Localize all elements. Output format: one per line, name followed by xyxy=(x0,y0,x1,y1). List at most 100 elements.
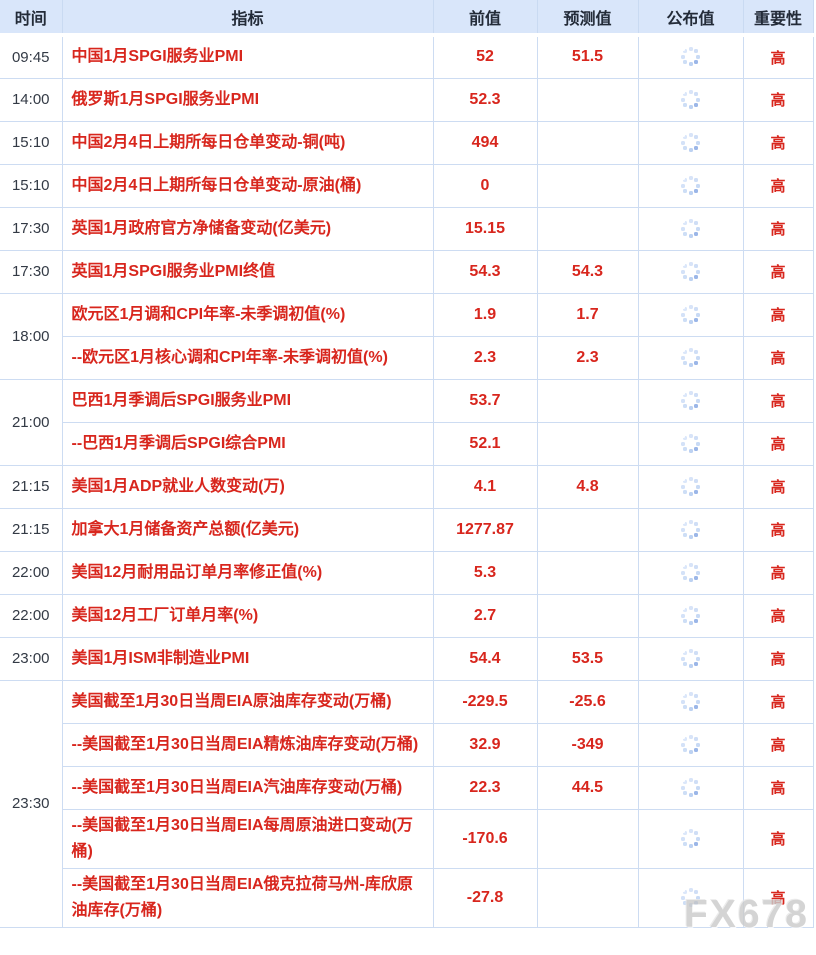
published-value-cell xyxy=(638,78,744,122)
forecast-value: 1.7 xyxy=(537,293,639,337)
forecast-value: 44.5 xyxy=(537,766,639,810)
indicator-link[interactable]: 中国1月SPGI服务业PMI xyxy=(62,35,434,79)
published-value-cell xyxy=(638,164,744,208)
event-time: 15:10 xyxy=(0,121,63,165)
importance-badge: 高 xyxy=(743,508,814,552)
table-row: 17:30 英国1月SPGI服务业PMI终值 54.3 54.3 高 xyxy=(0,250,814,294)
indicator-link[interactable]: 加拿大1月储备资产总额(亿美元) xyxy=(62,508,434,552)
previous-value: 1.9 xyxy=(433,293,538,337)
importance-badge: 高 xyxy=(743,164,814,208)
column-header-forecast: 预测值 xyxy=(537,0,639,37)
published-value-cell xyxy=(638,422,744,466)
loading-spinner-icon xyxy=(681,778,701,798)
event-time: 22:00 xyxy=(0,551,63,595)
indicator-link[interactable]: 英国1月政府官方净储备变动(亿美元) xyxy=(62,207,434,251)
indicator-link[interactable]: 美国12月耐用品订单月率修正值(%) xyxy=(62,551,434,595)
indicator-link[interactable]: 俄罗斯1月SPGI服务业PMI xyxy=(62,78,434,122)
importance-badge: 高 xyxy=(743,868,814,928)
loading-spinner-icon xyxy=(681,888,701,908)
column-header-importance: 重要性 xyxy=(743,0,814,37)
table-row: 23:00 美国1月ISM非制造业PMI 54.4 53.5 高 xyxy=(0,637,814,681)
importance-badge: 高 xyxy=(743,723,814,767)
indicator-link[interactable]: --美国截至1月30日当周EIA汽油库存变动(万桶) xyxy=(62,766,434,810)
forecast-value xyxy=(537,422,639,466)
indicator-link[interactable]: --美国截至1月30日当周EIA精炼油库存变动(万桶) xyxy=(62,723,434,767)
table-row: --美国截至1月30日当周EIA精炼油库存变动(万桶) 32.9 -349 高 xyxy=(0,723,814,767)
previous-value: 494 xyxy=(433,121,538,165)
indicator-link[interactable]: 美国截至1月30日当周EIA原油库存变动(万桶) xyxy=(62,680,434,724)
forecast-value: 2.3 xyxy=(537,336,639,380)
indicator-link[interactable]: --美国截至1月30日当周EIA每周原油进口变动(万桶) xyxy=(62,809,434,869)
column-header-published: 公布值 xyxy=(638,0,744,37)
published-value-cell xyxy=(638,379,744,423)
event-time-group: 21:00 xyxy=(0,379,63,466)
forecast-value xyxy=(537,164,639,208)
event-time: 21:15 xyxy=(0,465,63,509)
published-value-cell xyxy=(638,723,744,767)
published-value-cell xyxy=(638,336,744,380)
published-value-cell xyxy=(638,293,744,337)
indicator-link[interactable]: --美国截至1月30日当周EIA俄克拉荷马州-库欣原油库存(万桶) xyxy=(62,868,434,928)
loading-spinner-icon xyxy=(681,434,701,454)
previous-value: 52.3 xyxy=(433,78,538,122)
published-value-cell xyxy=(638,680,744,724)
importance-badge: 高 xyxy=(743,35,814,79)
previous-value: 32.9 xyxy=(433,723,538,767)
table-row: --美国截至1月30日当周EIA汽油库存变动(万桶) 22.3 44.5 高 xyxy=(0,766,814,810)
forecast-value: -25.6 xyxy=(537,680,639,724)
importance-badge: 高 xyxy=(743,336,814,380)
event-time: 17:30 xyxy=(0,207,63,251)
event-time: 09:45 xyxy=(0,35,63,79)
loading-spinner-icon xyxy=(681,47,701,67)
indicator-link[interactable]: --欧元区1月核心调和CPI年率-未季调初值(%) xyxy=(62,336,434,380)
importance-badge: 高 xyxy=(743,78,814,122)
table-row: 17:30 英国1月政府官方净储备变动(亿美元) 15.15 高 xyxy=(0,207,814,251)
table-row: --巴西1月季调后SPGI综合PMI 52.1 高 xyxy=(0,422,814,466)
loading-spinner-icon xyxy=(681,262,701,282)
indicator-link[interactable]: 美国1月ADP就业人数变动(万) xyxy=(62,465,434,509)
forecast-value: 54.3 xyxy=(537,250,639,294)
importance-badge: 高 xyxy=(743,207,814,251)
indicator-link[interactable]: 中国2月4日上期所每日仓单变动-铜(吨) xyxy=(62,121,434,165)
indicator-link[interactable]: 英国1月SPGI服务业PMI终值 xyxy=(62,250,434,294)
published-value-cell xyxy=(638,121,744,165)
indicator-link[interactable]: 中国2月4日上期所每日仓单变动-原油(桶) xyxy=(62,164,434,208)
previous-value: 54.4 xyxy=(433,637,538,681)
published-value-cell xyxy=(638,551,744,595)
loading-spinner-icon xyxy=(681,735,701,755)
published-value-cell xyxy=(638,594,744,638)
previous-value: 53.7 xyxy=(433,379,538,423)
column-header-previous: 前值 xyxy=(433,0,538,37)
loading-spinner-icon xyxy=(681,348,701,368)
published-value-cell xyxy=(638,207,744,251)
indicator-link[interactable]: 美国1月ISM非制造业PMI xyxy=(62,637,434,681)
indicator-link[interactable]: 美国12月工厂订单月率(%) xyxy=(62,594,434,638)
table-row: 22:00 美国12月工厂订单月率(%) 2.7 高 xyxy=(0,594,814,638)
table-row: 22:00 美国12月耐用品订单月率修正值(%) 5.3 高 xyxy=(0,551,814,595)
loading-spinner-icon xyxy=(681,176,701,196)
event-time: 23:00 xyxy=(0,637,63,681)
forecast-value xyxy=(537,121,639,165)
previous-value: 52.1 xyxy=(433,422,538,466)
loading-spinner-icon xyxy=(681,829,701,849)
importance-badge: 高 xyxy=(743,250,814,294)
previous-value: 5.3 xyxy=(433,551,538,595)
importance-badge: 高 xyxy=(743,293,814,337)
table-row: 23:30 美国截至1月30日当周EIA原油库存变动(万桶) -229.5 -2… xyxy=(0,680,814,928)
loading-spinner-icon xyxy=(681,90,701,110)
previous-value: -27.8 xyxy=(433,868,538,928)
published-value-cell xyxy=(638,766,744,810)
table-row: 21:15 加拿大1月储备资产总额(亿美元) 1277.87 高 xyxy=(0,508,814,552)
loading-spinner-icon xyxy=(681,305,701,325)
event-time: 15:10 xyxy=(0,164,63,208)
previous-value: 2.7 xyxy=(433,594,538,638)
indicator-link[interactable]: --巴西1月季调后SPGI综合PMI xyxy=(62,422,434,466)
loading-spinner-icon xyxy=(681,133,701,153)
loading-spinner-icon xyxy=(681,391,701,411)
importance-badge: 高 xyxy=(743,680,814,724)
indicator-link[interactable]: 巴西1月季调后SPGI服务业PMI xyxy=(62,379,434,423)
previous-value: -170.6 xyxy=(433,809,538,869)
forecast-value xyxy=(537,78,639,122)
indicator-link[interactable]: 欧元区1月调和CPI年率-未季调初值(%) xyxy=(62,293,434,337)
